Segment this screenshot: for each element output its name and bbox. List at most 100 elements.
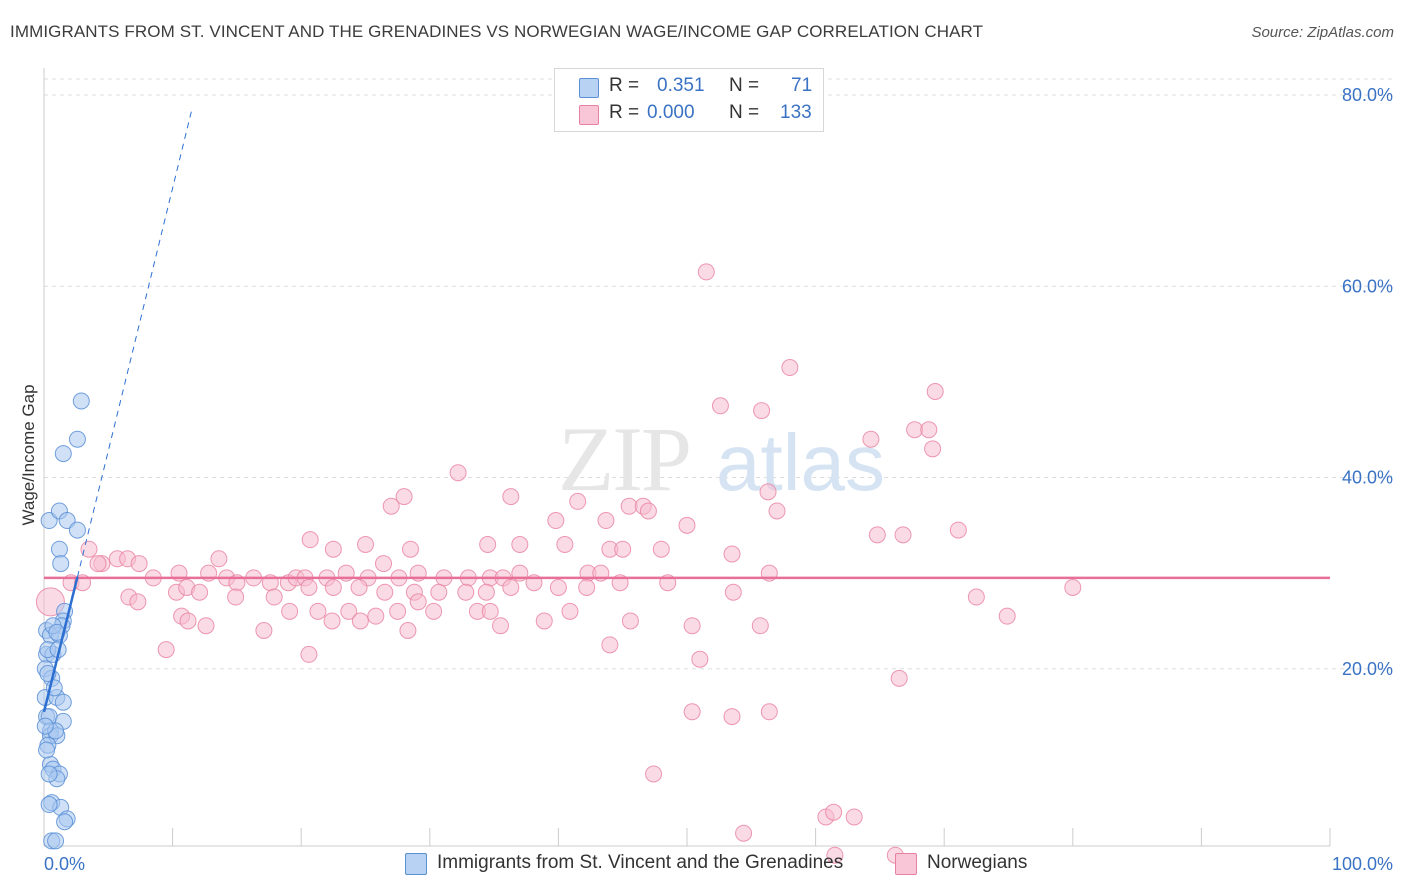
norwegian-point (502, 578, 520, 596)
norwegian-point (926, 382, 944, 400)
norwegian-point (301, 531, 319, 549)
legend-n-value: 71 (791, 75, 813, 96)
norwegian-point (759, 483, 777, 501)
norwegian-point (894, 526, 912, 544)
norwegian-point (751, 617, 769, 635)
x-tick-label-right: 100.0% (1332, 854, 1393, 874)
norwegian-point (375, 555, 393, 573)
bottom-legend-label-norwegians: Norwegians (927, 852, 1028, 873)
norwegian-point (825, 803, 843, 821)
norwegian-point (382, 497, 400, 515)
chart-title: IMMIGRANTS FROM ST. VINCENT AND THE GREN… (10, 22, 984, 41)
norwegian-point (129, 593, 147, 611)
norwegian-point (639, 502, 657, 520)
norwegian-point (300, 645, 318, 663)
norwegian-point (735, 824, 753, 842)
norwegian-point (357, 535, 374, 553)
norwegian-point (210, 550, 228, 568)
norwegian-point (753, 402, 771, 420)
immigrant-point (50, 540, 68, 558)
immigrant-point (40, 796, 58, 814)
immigrant-point (72, 392, 90, 410)
y-tick-label: 40.0% (1342, 468, 1393, 488)
norwegian-point (130, 555, 148, 573)
norwegian-point (309, 602, 327, 620)
norwegian-point (535, 612, 553, 630)
immigrant-point (52, 555, 70, 573)
norwegian-point (227, 588, 245, 606)
norwegian-point (281, 602, 299, 620)
norwegian-point (862, 430, 880, 448)
norwegian-point (479, 535, 497, 553)
y-tick-label: 60.0% (1342, 276, 1393, 296)
norwegian-point (340, 602, 358, 620)
norwegian-point (723, 708, 741, 726)
norwegian-point (89, 555, 107, 573)
norwegian-point (191, 583, 209, 601)
immigrant-point (38, 741, 56, 759)
legend-r-value: 0.000 (647, 102, 695, 123)
norwegian-point (561, 602, 579, 620)
norwegian-point (723, 545, 741, 563)
norwegian-point (399, 622, 417, 639)
norwegian-point (549, 578, 567, 596)
norwegian-point (614, 540, 632, 558)
norwegian-point (760, 703, 778, 721)
watermark-atlas: atlas (716, 418, 885, 507)
norwegians-points (35, 263, 1082, 864)
norwegian-point (683, 703, 701, 721)
norwegian-point (457, 583, 475, 601)
norwegian-point (351, 612, 369, 630)
tick-labels: 20.0% 40.0% 60.0% 80.0% 0.0% 100.0% (44, 85, 1393, 874)
norwegian-point (724, 583, 742, 601)
watermark: ZIP atlas (558, 408, 885, 510)
correlation-legend: R = 0.351 N = 71 R = 0.000 N = 133 (554, 68, 824, 132)
norwegian-point (502, 488, 520, 506)
norwegian-point (906, 421, 924, 439)
immigrant-point (54, 693, 72, 711)
norwegian-point (376, 583, 394, 601)
legend-n-label: N = (729, 102, 760, 123)
watermark-zip: ZIP (558, 408, 690, 510)
legend-swatch-pink (579, 105, 599, 125)
norwegian-point (890, 669, 908, 687)
norwegian-point (255, 622, 273, 639)
legend-r-value: 0.351 (657, 75, 705, 96)
trend-lines (42, 109, 1330, 713)
norwegian-point (323, 612, 341, 630)
norwegian-point (324, 540, 342, 558)
norwegian-point (481, 602, 499, 620)
norwegian-point (395, 488, 413, 506)
norwegian-point (265, 588, 283, 606)
immigrant-point (56, 813, 74, 831)
immigrant-point (68, 521, 86, 539)
norwegian-point (967, 588, 985, 606)
bottom-legend-label-immigrants: Immigrants from St. Vincent and the Gren… (437, 852, 844, 873)
norwegian-point (949, 521, 967, 539)
norwegian-point (511, 535, 529, 553)
norwegian-point (845, 808, 863, 826)
norwegian-point (402, 540, 420, 558)
norwegian-point (924, 440, 942, 458)
norwegian-point (350, 578, 368, 596)
immigrant-point (36, 717, 54, 735)
norwegian-point (678, 516, 696, 534)
norwegian-point (179, 612, 197, 630)
immigrant-point (40, 765, 58, 783)
norwegian-point (1064, 578, 1082, 596)
immigrant-point (68, 430, 86, 448)
y-tick-label: 80.0% (1342, 85, 1393, 105)
norwegian-point (578, 578, 596, 596)
norwegian-point (645, 765, 663, 783)
norwegian-point (367, 607, 385, 625)
norwegian-point (569, 492, 587, 510)
x-tick-label-left: 0.0% (44, 854, 85, 874)
norwegian-point (430, 583, 448, 601)
norwegian-point (425, 602, 443, 620)
norwegian-point (826, 846, 844, 864)
norwegian-point (920, 421, 938, 439)
norwegian-point (697, 263, 715, 281)
immigrants-trend-extension (76, 109, 193, 578)
norwegian-point (868, 526, 886, 544)
